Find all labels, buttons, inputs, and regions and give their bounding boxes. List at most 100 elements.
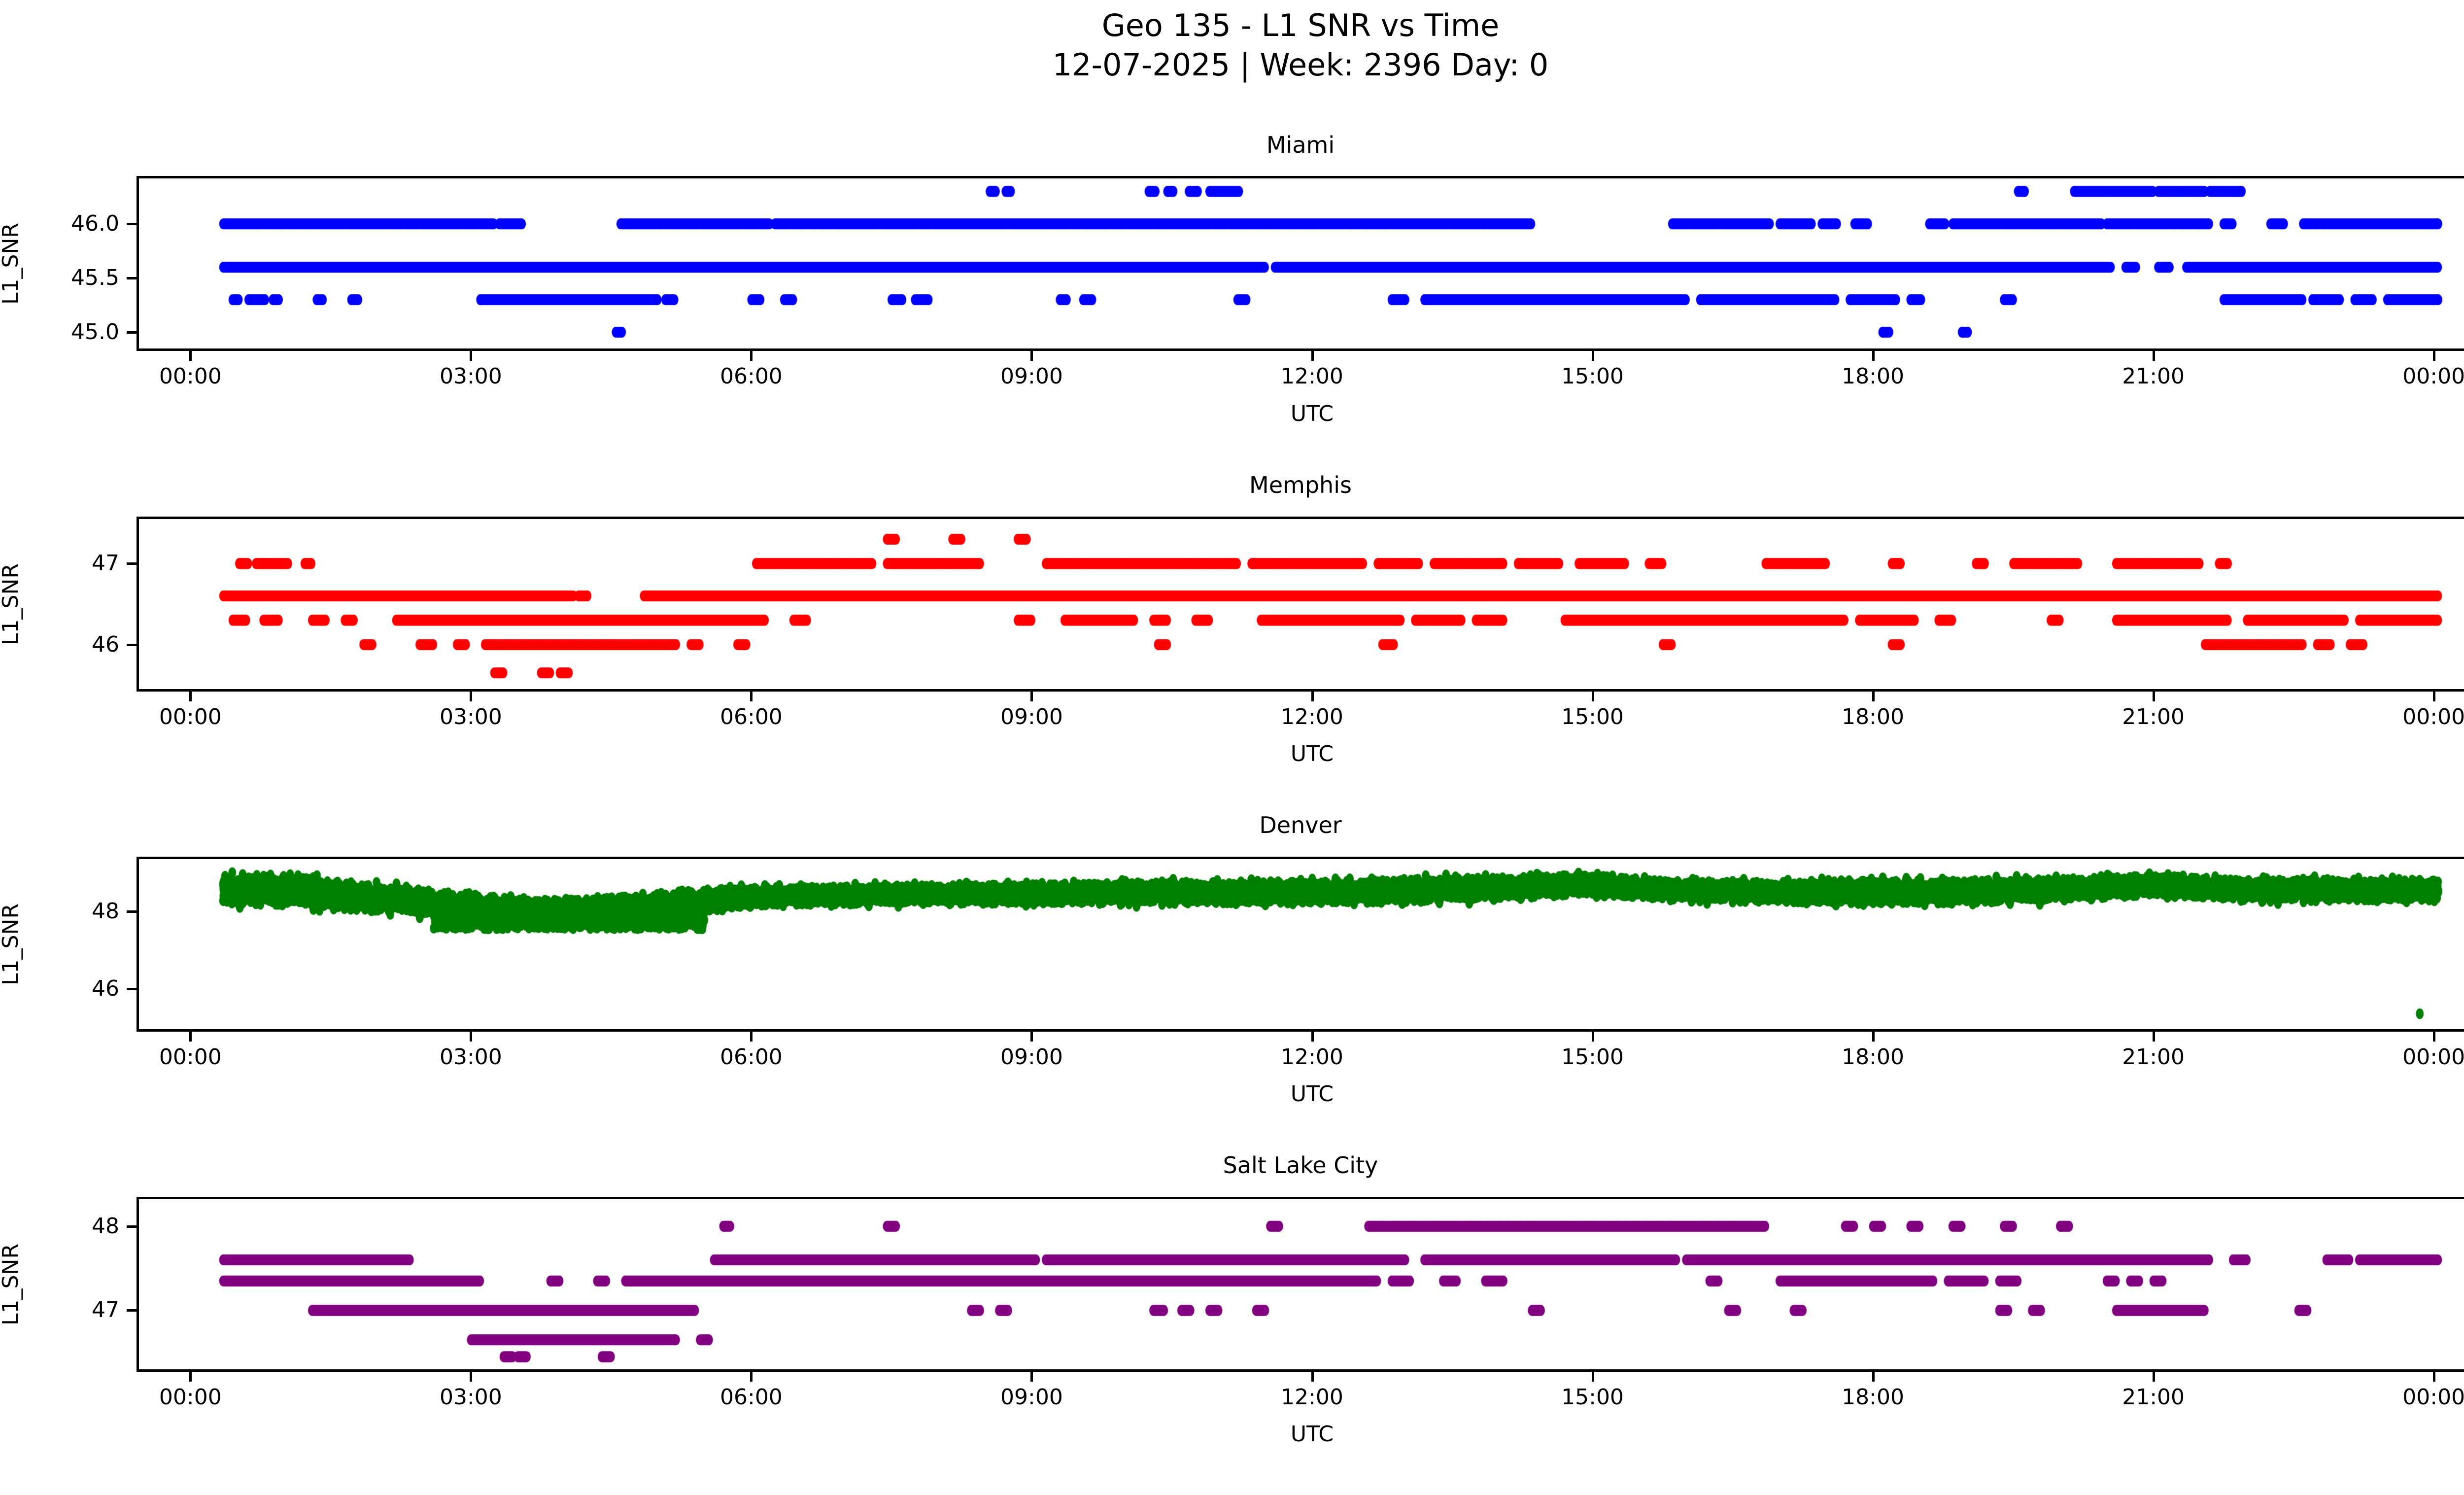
x-tick-label: 12:00 [1281, 1385, 1343, 1410]
x-tick-label: 00:00 [2402, 704, 2464, 730]
x-tick-mark [189, 1032, 192, 1042]
x-tick-label: 03:00 [439, 1044, 502, 1070]
y-axis-label: L1_SNR [0, 222, 23, 305]
x-tick-mark [470, 351, 473, 361]
x-tick-label: 21:00 [2122, 704, 2185, 730]
x-tick-label: 09:00 [1000, 1385, 1063, 1410]
y-tick-label: 46 [92, 631, 119, 657]
x-tick-label: 15:00 [1561, 1385, 1624, 1410]
x-tick-label: 12:00 [1281, 1044, 1343, 1070]
x-tick-label: 09:00 [1000, 704, 1063, 730]
y-tick-mark [127, 643, 137, 646]
x-tick-mark [189, 692, 192, 701]
x-tick-label: 09:00 [1000, 1044, 1063, 1070]
x-tick-mark [1311, 351, 1314, 361]
x-tick-label: 03:00 [439, 364, 502, 389]
x-axis-label: UTC [1290, 1081, 1334, 1107]
y-tick-mark [127, 331, 137, 334]
x-tick-label: 12:00 [1281, 704, 1343, 730]
scatter-canvas [139, 178, 2464, 348]
x-tick-mark [1311, 692, 1314, 701]
y-tick-label: 47 [92, 1297, 119, 1323]
x-tick-label: 15:00 [1561, 704, 1624, 730]
y-axis-label: L1_SNR [0, 1243, 23, 1325]
y-tick-label: 48 [92, 898, 119, 924]
x-tick-mark [750, 351, 753, 361]
y-tick-label: 45.0 [71, 319, 119, 345]
x-tick-mark [1591, 1032, 1594, 1042]
x-tick-label: 21:00 [2122, 1044, 2185, 1070]
x-tick-mark [2432, 351, 2435, 361]
y-tick-mark [127, 223, 137, 226]
y-tick-mark [127, 277, 137, 280]
x-tick-mark [1030, 1372, 1033, 1382]
x-tick-mark [750, 1032, 753, 1042]
x-axis-label: UTC [1290, 1422, 1334, 1447]
x-tick-mark [1311, 1032, 1314, 1042]
x-tick-mark [470, 1032, 473, 1042]
x-axis-label: UTC [1290, 401, 1334, 426]
x-tick-label: 03:00 [439, 1385, 502, 1410]
x-tick-mark [1591, 1372, 1594, 1382]
x-tick-mark [2432, 1032, 2435, 1042]
x-tick-mark [470, 692, 473, 701]
x-tick-label: 12:00 [1281, 364, 1343, 389]
x-tick-mark [1591, 692, 1594, 701]
x-tick-label: 00:00 [2402, 1385, 2464, 1410]
figure-suptitle-line1: Geo 135 - L1 SNR vs Time [1101, 7, 1500, 43]
plot-area [137, 857, 2464, 1032]
subplot-title: Memphis [1249, 472, 1352, 498]
x-tick-mark [1311, 1372, 1314, 1382]
x-tick-mark [750, 1372, 753, 1382]
plot-area [137, 176, 2464, 351]
x-tick-label: 03:00 [439, 704, 502, 730]
x-tick-label: 18:00 [1842, 704, 1904, 730]
x-tick-mark [1030, 1032, 1033, 1042]
y-tick-label: 46 [92, 975, 119, 1001]
y-tick-mark [127, 910, 137, 913]
y-axis-label: L1_SNR [0, 563, 23, 645]
x-tick-mark [189, 1372, 192, 1382]
x-tick-label: 09:00 [1000, 364, 1063, 389]
x-tick-label: 00:00 [2402, 1044, 2464, 1070]
y-tick-mark [127, 987, 137, 990]
y-tick-label: 45.5 [71, 265, 119, 291]
scatter-canvas [139, 859, 2464, 1029]
x-tick-label: 18:00 [1842, 1385, 1904, 1410]
plot-area [137, 517, 2464, 692]
x-tick-mark [1030, 692, 1033, 701]
y-axis-label: L1_SNR [0, 903, 23, 985]
x-tick-label: 15:00 [1561, 1044, 1624, 1070]
x-tick-mark [189, 351, 192, 361]
x-tick-mark [470, 1372, 473, 1382]
x-tick-label: 00:00 [2402, 364, 2464, 389]
y-tick-label: 48 [92, 1213, 119, 1239]
x-axis-label: UTC [1290, 741, 1334, 766]
y-tick-mark [127, 562, 137, 565]
x-tick-mark [1591, 351, 1594, 361]
x-tick-label: 00:00 [159, 1044, 222, 1070]
x-tick-mark [1872, 1372, 1875, 1382]
figure-suptitle-line2: 12-07-2025 | Week: 2396 Day: 0 [1052, 47, 1549, 83]
subplot-title: Denver [1259, 812, 1342, 838]
x-tick-mark [2152, 1032, 2155, 1042]
x-tick-label: 06:00 [720, 1385, 783, 1410]
x-tick-label: 06:00 [720, 704, 783, 730]
x-tick-mark [1872, 1032, 1875, 1042]
y-tick-mark [127, 1309, 137, 1312]
x-tick-label: 18:00 [1842, 1044, 1904, 1070]
x-tick-mark [2152, 692, 2155, 701]
x-tick-label: 15:00 [1561, 364, 1624, 389]
scatter-canvas [139, 519, 2464, 689]
x-tick-mark [1872, 351, 1875, 361]
scatter-canvas [139, 1199, 2464, 1369]
y-tick-label: 47 [92, 551, 119, 576]
x-tick-mark [1872, 692, 1875, 701]
x-tick-label: 00:00 [159, 364, 222, 389]
x-tick-label: 18:00 [1842, 364, 1904, 389]
x-tick-mark [750, 692, 753, 701]
x-tick-label: 00:00 [159, 1385, 222, 1410]
y-tick-label: 46.0 [71, 211, 119, 237]
plot-area [137, 1197, 2464, 1372]
